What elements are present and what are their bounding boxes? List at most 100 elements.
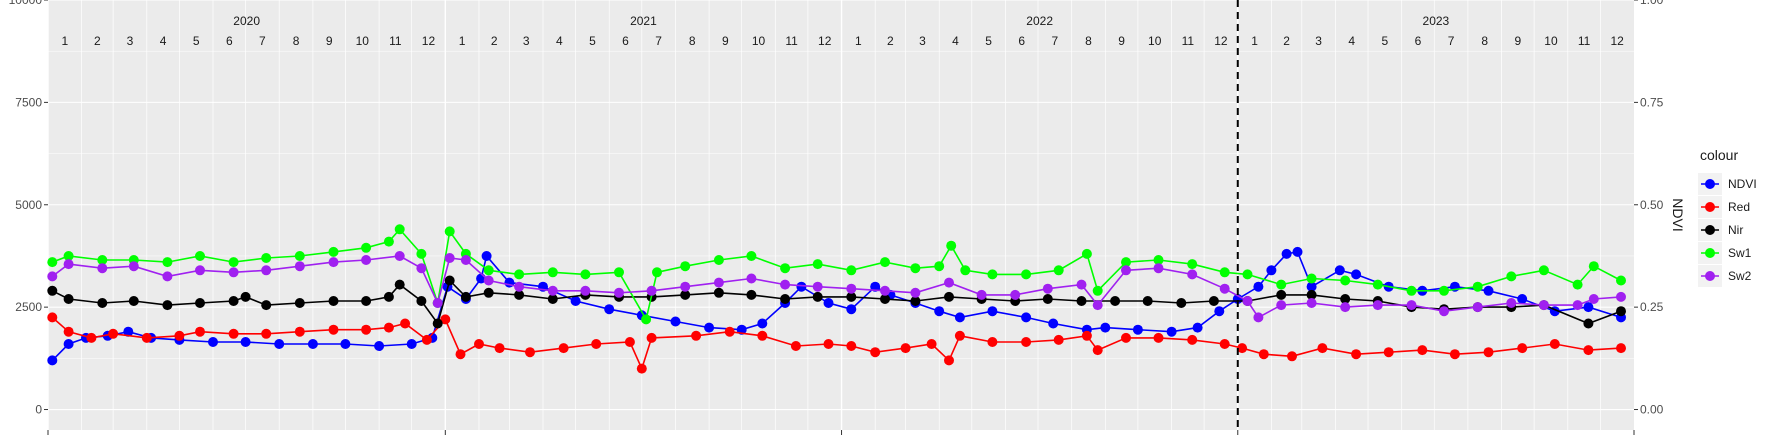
month-label: 7 [1052, 34, 1059, 48]
data-point-red [1092, 345, 1103, 356]
data-point-sw2 [1439, 306, 1449, 317]
data-point-sw1 [228, 257, 239, 268]
legend-label: Sw1 [1728, 246, 1752, 260]
data-point-sw2 [483, 275, 494, 286]
legend-key-point [1705, 202, 1715, 212]
right-axis-tick-label: 0.25 [1640, 300, 1664, 314]
data-point-red [294, 326, 305, 337]
data-point-sw2 [1187, 269, 1198, 280]
data-point-nir [780, 294, 791, 304]
data-point-sw1 [195, 251, 205, 261]
data-point-sw2 [128, 261, 139, 272]
data-point-sw1 [846, 265, 857, 276]
data-point-red [525, 347, 535, 358]
data-point-sw1 [746, 251, 757, 261]
month-label: 11 [389, 34, 402, 48]
data-point-red [86, 332, 97, 343]
data-point-nir [1076, 296, 1087, 306]
month-label: 1 [1251, 34, 1258, 48]
data-point-sw2 [1242, 296, 1253, 306]
data-point-sw2 [261, 265, 272, 276]
month-label: 11 [785, 34, 798, 48]
data-point-nir [394, 279, 405, 290]
data-point-nir [63, 294, 74, 304]
data-point-sw1 [1187, 259, 1198, 270]
data-point-ndvi [1166, 326, 1177, 337]
month-label: 6 [622, 34, 629, 48]
data-point-nir [128, 296, 139, 306]
data-point-red [926, 339, 937, 349]
month-label: 10 [1148, 34, 1162, 48]
month-label: 9 [1515, 34, 1522, 48]
data-point-red [1317, 343, 1328, 354]
data-point-ndvi [1100, 322, 1111, 333]
data-point-red [1583, 345, 1594, 356]
month-label: 4 [952, 34, 959, 48]
data-point-ndvi [374, 341, 385, 351]
series-sw2 [47, 251, 1626, 323]
data-point-sw2 [746, 273, 757, 284]
data-point-sw1 [1242, 269, 1253, 280]
year-label: 2022 [1026, 14, 1053, 28]
data-point-nir [1583, 318, 1594, 329]
data-point-red [1219, 339, 1230, 349]
month-label: 1 [61, 34, 68, 48]
data-point-sw2 [294, 261, 305, 272]
data-point-red [1449, 349, 1460, 360]
data-point-sw1 [1219, 267, 1230, 278]
data-point-ndvi [1214, 306, 1225, 317]
data-point-ndvi [1517, 294, 1528, 304]
month-label: 3 [919, 34, 926, 48]
data-point-sw2 [1121, 265, 1131, 276]
data-point-nir [910, 296, 921, 306]
month-label: 12 [1610, 34, 1624, 48]
legend-title: colour [1700, 147, 1738, 163]
data-point-sw1 [1506, 271, 1517, 282]
month-label: 3 [1315, 34, 1322, 48]
legend-label: Red [1728, 200, 1750, 214]
data-point-ndvi [274, 339, 285, 349]
data-point-sw2 [514, 281, 525, 292]
data-point-ndvi [1351, 269, 1362, 280]
data-point-ndvi [1281, 248, 1292, 259]
data-point-red [558, 343, 569, 354]
month-label: 10 [356, 34, 370, 48]
data-point-ndvi [704, 322, 715, 333]
data-point-sw1 [1053, 265, 1064, 276]
data-point-sw2 [162, 271, 173, 282]
right-axis-tick-label: 0.00 [1640, 403, 1664, 417]
data-point-sw2 [460, 255, 471, 265]
data-point-red [63, 326, 74, 337]
data-point-red [47, 312, 58, 323]
data-point-ndvi [240, 337, 251, 347]
data-point-sw1 [934, 261, 945, 272]
month-label: 2 [1283, 34, 1290, 48]
month-label: 10 [752, 34, 766, 48]
data-point-sw2 [976, 289, 987, 300]
month-label: 8 [293, 34, 300, 48]
data-point-ndvi [987, 306, 998, 317]
data-point-red [870, 347, 881, 358]
legend-label: Nir [1728, 223, 1743, 237]
legend-key-point [1705, 271, 1715, 281]
month-label: 4 [1348, 34, 1355, 48]
data-point-sw1 [514, 269, 525, 280]
data-point-sw2 [1406, 300, 1417, 311]
data-point-ndvi [1021, 312, 1032, 323]
data-point-sw1 [162, 257, 173, 268]
data-point-nir [361, 296, 372, 306]
data-point-nir [1110, 296, 1121, 306]
legend-label: NDVI [1728, 177, 1757, 191]
series-red [47, 312, 1626, 374]
legend-label: Sw2 [1728, 269, 1752, 283]
data-point-ndvi [757, 318, 768, 329]
data-point-sw1 [1153, 255, 1164, 265]
data-point-sw1 [780, 263, 791, 274]
data-point-red [646, 332, 657, 343]
data-point-sw2 [580, 285, 591, 296]
data-point-sw1 [1439, 285, 1449, 296]
data-point-red [724, 326, 735, 337]
data-point-sw1 [444, 226, 455, 237]
data-point-sw1 [1021, 269, 1032, 280]
data-point-sw1 [1406, 285, 1417, 296]
